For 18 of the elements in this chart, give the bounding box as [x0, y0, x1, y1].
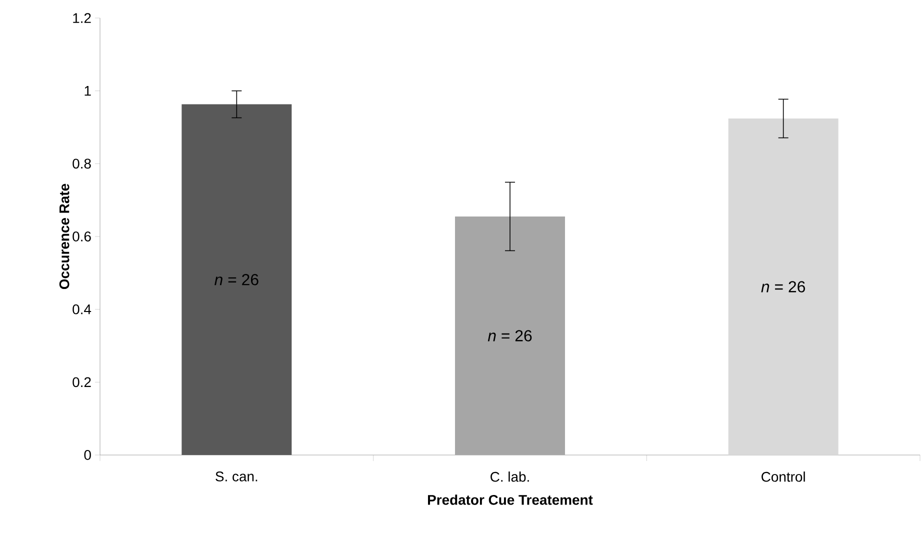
annotation: n = 26: [488, 330, 532, 342]
annotation: n = 26: [761, 281, 805, 292]
annotation: n = 26: [214, 274, 258, 286]
x-tick-label: S. can.: [216, 472, 258, 482]
y-tick-label: 0.6: [72, 232, 91, 242]
x-axis-title: Predator Cue Treatement: [428, 494, 593, 505]
y-tick-label: 0.8: [72, 158, 91, 169]
y-tick-label: 1: [84, 86, 91, 96]
x-tick-label: Control: [762, 472, 805, 482]
y-tick-label: 1.2: [73, 13, 91, 23]
y-tick-label: 0.2: [72, 377, 91, 388]
bar: [455, 216, 566, 455]
x-tick-label: C. lab.: [490, 472, 529, 482]
y-tick-label: 0: [84, 450, 91, 460]
y-axis-title: Occurence Rate: [59, 184, 70, 290]
bar: [182, 104, 292, 455]
y-tick-label: 0.4: [72, 304, 92, 314]
bar: [728, 118, 838, 455]
